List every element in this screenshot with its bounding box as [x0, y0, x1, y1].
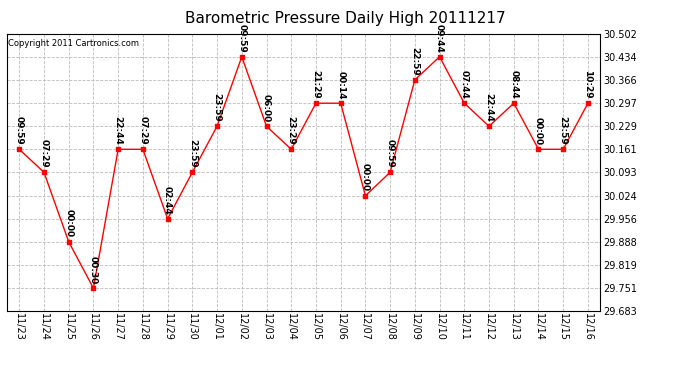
Text: 09:59: 09:59 — [14, 116, 23, 145]
Text: 06:00: 06:00 — [262, 94, 271, 122]
Text: 09:44: 09:44 — [435, 24, 444, 52]
Point — [558, 146, 569, 152]
Text: 10:29: 10:29 — [584, 70, 593, 99]
Text: 07:44: 07:44 — [460, 70, 469, 99]
Point — [14, 146, 25, 152]
Text: 23:59: 23:59 — [559, 116, 568, 145]
Point — [286, 146, 297, 152]
Point — [360, 193, 371, 199]
Text: 09:59: 09:59 — [237, 24, 246, 52]
Text: 07:29: 07:29 — [39, 140, 48, 168]
Point — [236, 54, 247, 60]
Point — [533, 146, 544, 152]
Text: 00:30: 00:30 — [89, 256, 98, 284]
Text: 00:00: 00:00 — [534, 117, 543, 145]
Text: 00:14: 00:14 — [336, 70, 345, 99]
Point — [509, 100, 520, 106]
Point — [310, 100, 322, 106]
Point — [261, 123, 272, 129]
Text: 22:59: 22:59 — [411, 47, 420, 76]
Text: Copyright 2011 Cartronics.com: Copyright 2011 Cartronics.com — [8, 39, 139, 48]
Point — [162, 216, 173, 222]
Text: 09:59: 09:59 — [386, 140, 395, 168]
Point — [434, 54, 445, 60]
Text: 23:59: 23:59 — [213, 93, 221, 122]
Text: 23:59: 23:59 — [188, 140, 197, 168]
Point — [582, 100, 593, 106]
Text: 02:44: 02:44 — [163, 186, 172, 214]
Text: 08:44: 08:44 — [509, 70, 518, 99]
Text: 21:29: 21:29 — [311, 70, 320, 99]
Point — [212, 123, 223, 129]
Point — [63, 239, 75, 245]
Point — [88, 285, 99, 291]
Text: 00:00: 00:00 — [361, 164, 370, 192]
Point — [137, 146, 148, 152]
Point — [384, 170, 395, 176]
Point — [335, 100, 346, 106]
Text: 07:29: 07:29 — [139, 116, 148, 145]
Point — [459, 100, 470, 106]
Text: 22:44: 22:44 — [114, 116, 123, 145]
Point — [409, 77, 420, 83]
Point — [484, 123, 495, 129]
Text: 00:00: 00:00 — [64, 210, 73, 238]
Point — [187, 170, 198, 176]
Text: Barometric Pressure Daily High 20111217: Barometric Pressure Daily High 20111217 — [185, 11, 505, 26]
Text: 22:44: 22:44 — [484, 93, 493, 122]
Point — [112, 146, 124, 152]
Text: 23:29: 23:29 — [287, 116, 296, 145]
Point — [39, 170, 50, 176]
